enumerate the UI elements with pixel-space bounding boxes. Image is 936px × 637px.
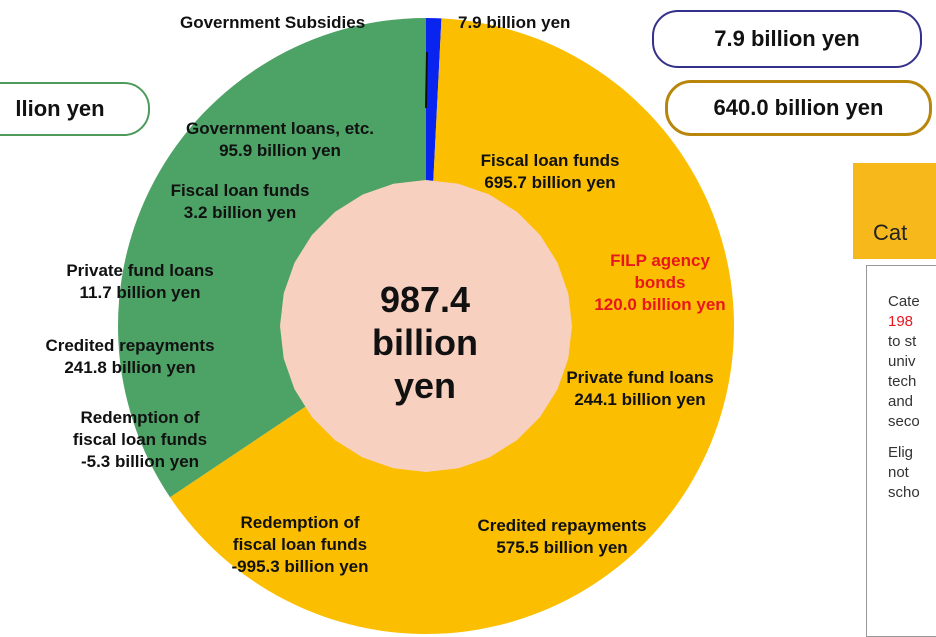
credited-right-label: Credited repayments 575.5 billion yen xyxy=(477,516,647,557)
filp-bonds-label: FILP agency bonds 120.0 billion yen xyxy=(594,251,726,314)
blue-pill-text: 7.9 billion yen xyxy=(714,26,860,51)
side-line-1: 198 xyxy=(888,313,914,330)
gold-amount-pill: 640.0 billion yen xyxy=(665,80,932,136)
gov-subsidies-label: Government Subsidies xyxy=(180,13,366,32)
side-panel-header: Cat xyxy=(853,163,936,259)
fiscal-right-label: Fiscal loan funds 695.7 billion yen xyxy=(480,151,620,192)
side-line-9: scho xyxy=(888,484,920,501)
gov-subsidies-value: 7.9 billion yen xyxy=(458,13,571,32)
private-right-label: Private fund loans 244.1 billion yen xyxy=(566,368,714,409)
green-pill-text: llion yen xyxy=(15,96,105,121)
green-amount-pill: llion yen xyxy=(0,82,150,136)
credited-left-label: Credited repayments 241.8 billion yen xyxy=(45,336,215,377)
side-line-4: tech xyxy=(888,373,917,390)
side-line-0: Cate xyxy=(888,293,920,310)
side-line-6: seco xyxy=(888,413,920,430)
side-panel-header-text: Cat xyxy=(873,220,908,245)
side-line-5: and xyxy=(888,393,914,410)
side-line-8: not xyxy=(888,464,909,481)
subsidy-leader-line xyxy=(425,51,428,109)
side-line-7: Elig xyxy=(888,444,914,461)
side-line-2: to st xyxy=(888,333,917,350)
redemption-left-label: Redemption of fiscal loan funds -5.3 billi… xyxy=(72,408,208,471)
center-total-label: 987.4 billion yen xyxy=(372,279,478,406)
side-line-3: univ xyxy=(888,353,916,370)
gold-pill-text: 640.0 billion yen xyxy=(713,95,884,120)
gov-loans-label: Government loans, etc. 95.9 billion yen xyxy=(186,119,374,160)
side-panel-box xyxy=(866,265,936,637)
blue-amount-pill: 7.9 billion yen xyxy=(652,10,922,68)
redemption-right-label: Redemption of fiscal loan funds -995.3 bil… xyxy=(231,513,369,576)
private-left-label: Private fund loans 11.7 billion yen xyxy=(66,261,214,302)
center-disc xyxy=(280,180,572,472)
fiscal-left-label: Fiscal loan funds 3.2 billion yen xyxy=(170,181,310,222)
